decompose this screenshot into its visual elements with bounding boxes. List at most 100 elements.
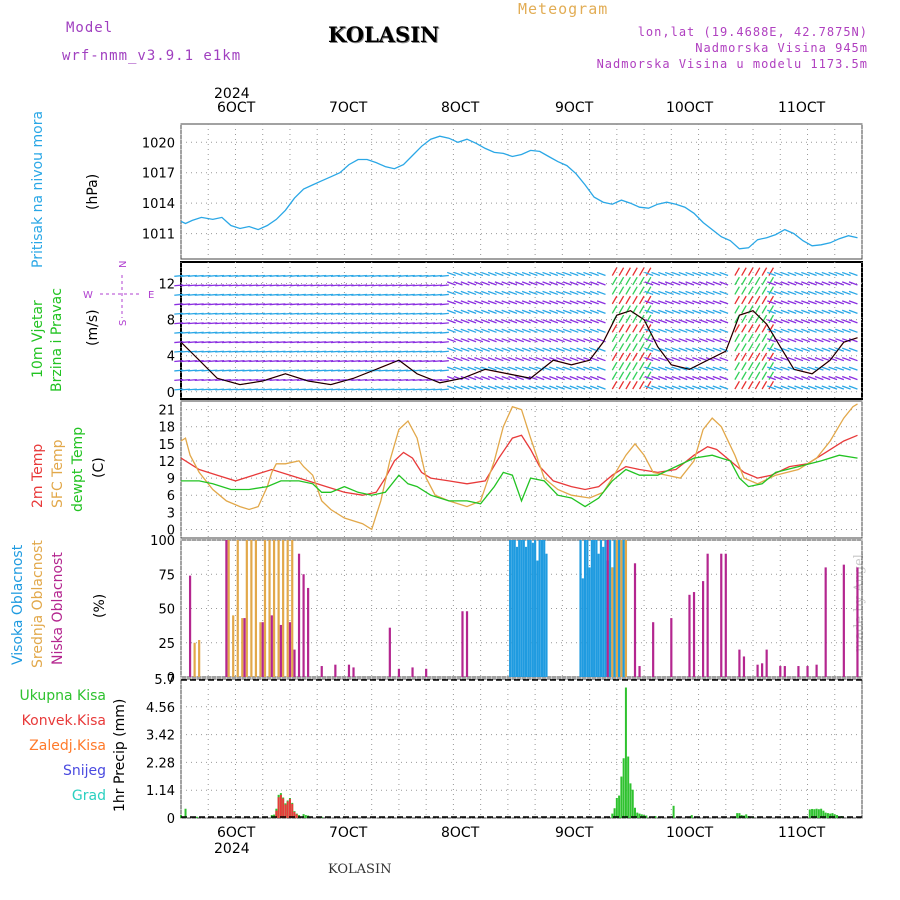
wind-barb xyxy=(841,309,851,314)
bar xyxy=(615,540,618,677)
wind-barb xyxy=(692,357,702,362)
wind-barb xyxy=(460,366,470,371)
wind-barb xyxy=(807,271,817,277)
wind-barb xyxy=(625,371,631,380)
wind-barb xyxy=(494,347,504,352)
wind-barb xyxy=(638,352,645,362)
wind-barb xyxy=(644,300,654,305)
wind-barb xyxy=(460,328,470,333)
bar xyxy=(611,567,614,677)
wind-barb xyxy=(645,305,652,314)
wind-barb xyxy=(528,375,538,381)
wind-barb xyxy=(596,328,606,333)
wind-barb xyxy=(618,352,625,362)
wind-barb xyxy=(807,366,817,371)
wind-barb xyxy=(685,338,695,343)
wind-barb xyxy=(664,309,674,314)
wind-barb xyxy=(814,385,824,390)
bar xyxy=(822,810,825,818)
cloud-label-low: Niska Oblacnost xyxy=(50,552,66,665)
wind-barb xyxy=(611,286,618,295)
bar xyxy=(275,810,278,818)
wind-barb xyxy=(467,319,477,324)
bar xyxy=(738,649,741,677)
wind-barb xyxy=(821,366,831,371)
wind-barb xyxy=(658,300,668,305)
wind-barb xyxy=(780,300,790,305)
wind-barb xyxy=(768,343,774,352)
wind-barb xyxy=(698,281,708,286)
wind-barb xyxy=(596,281,606,286)
wind-barb xyxy=(761,343,768,352)
wind-barb xyxy=(542,319,552,324)
wind-barb xyxy=(494,271,504,277)
bottom-year: 2024 xyxy=(214,841,250,857)
wind-barb xyxy=(698,290,708,296)
bar xyxy=(613,808,616,818)
wind-barb xyxy=(685,281,695,286)
bar xyxy=(636,812,639,818)
wind-barb xyxy=(576,366,586,371)
compass-e: E xyxy=(148,290,154,301)
wind-barb xyxy=(794,271,804,277)
wind-barb xyxy=(794,375,804,381)
wind-barb xyxy=(638,305,645,314)
wind-barb xyxy=(719,385,729,390)
wind-barb xyxy=(439,312,449,315)
wind-barb xyxy=(692,338,702,343)
wind-barb xyxy=(501,375,511,381)
bar xyxy=(806,666,809,677)
wind-barb xyxy=(618,276,625,286)
wind-barb xyxy=(821,357,831,362)
bar xyxy=(397,668,401,677)
wind-barb xyxy=(535,290,545,296)
wind-barb xyxy=(705,300,715,305)
wind-barb xyxy=(835,347,845,352)
wind-barb xyxy=(494,319,504,324)
wind-barb xyxy=(767,281,776,286)
bar xyxy=(583,540,587,677)
bar xyxy=(524,546,528,677)
wind-barb xyxy=(562,385,572,390)
wind-barb xyxy=(841,290,851,296)
wind-barb xyxy=(780,309,790,314)
bottom-date-axis: 6OCT 7OCT 8OCT 9OCT 10OCT 11OCT 2024 xyxy=(214,825,826,857)
wind-barb xyxy=(828,309,838,314)
wind-barb xyxy=(467,347,477,352)
wind-barb xyxy=(618,324,625,333)
wind-barb xyxy=(501,281,511,286)
bar xyxy=(756,664,759,677)
wind-barb xyxy=(618,305,625,314)
wind-barb xyxy=(555,338,565,343)
wind-barb xyxy=(549,338,559,343)
wind-barb xyxy=(754,295,761,305)
wind-barb xyxy=(807,290,817,296)
series-line xyxy=(181,454,858,508)
wind-barb xyxy=(664,375,674,381)
wind-barb xyxy=(814,271,824,277)
wind-barb xyxy=(768,276,774,286)
wind-barb xyxy=(768,352,774,362)
wind-barb xyxy=(618,343,625,352)
wind-barb xyxy=(801,357,811,362)
y-tick-label: 1.14 xyxy=(146,784,175,799)
wind-barb xyxy=(590,271,599,277)
wind-barb xyxy=(754,267,761,276)
wind-barb xyxy=(787,290,797,296)
wind-barb xyxy=(719,281,729,286)
y-tick-label: 3 xyxy=(167,506,175,521)
wind-barb xyxy=(644,338,654,343)
bar xyxy=(599,540,603,677)
wind-barb xyxy=(521,281,531,286)
wind-barb xyxy=(664,366,674,371)
temp-panel xyxy=(180,400,863,539)
y-tick-label: 1014 xyxy=(142,197,175,212)
wind-barb xyxy=(576,290,586,296)
precip-unit: 1hr Precip (mm) xyxy=(112,699,128,812)
wind-barb xyxy=(678,366,688,371)
wind-barb xyxy=(460,338,470,343)
bar xyxy=(629,783,632,818)
wind-barb xyxy=(555,319,565,324)
wind-barb xyxy=(625,286,631,295)
wind-barb xyxy=(705,366,715,371)
